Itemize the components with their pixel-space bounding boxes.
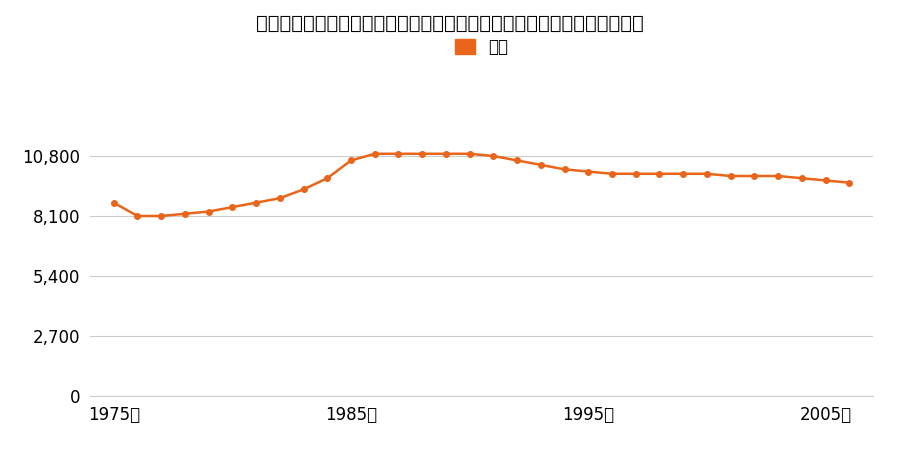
Text: 宮崎県北諸県郡山田町大字中霧島字内堀３２８３番１ほか３筆の地価推移: 宮崎県北諸県郡山田町大字中霧島字内堀３２８３番１ほか３筆の地価推移 xyxy=(256,14,644,32)
Legend: 価格: 価格 xyxy=(448,32,515,63)
